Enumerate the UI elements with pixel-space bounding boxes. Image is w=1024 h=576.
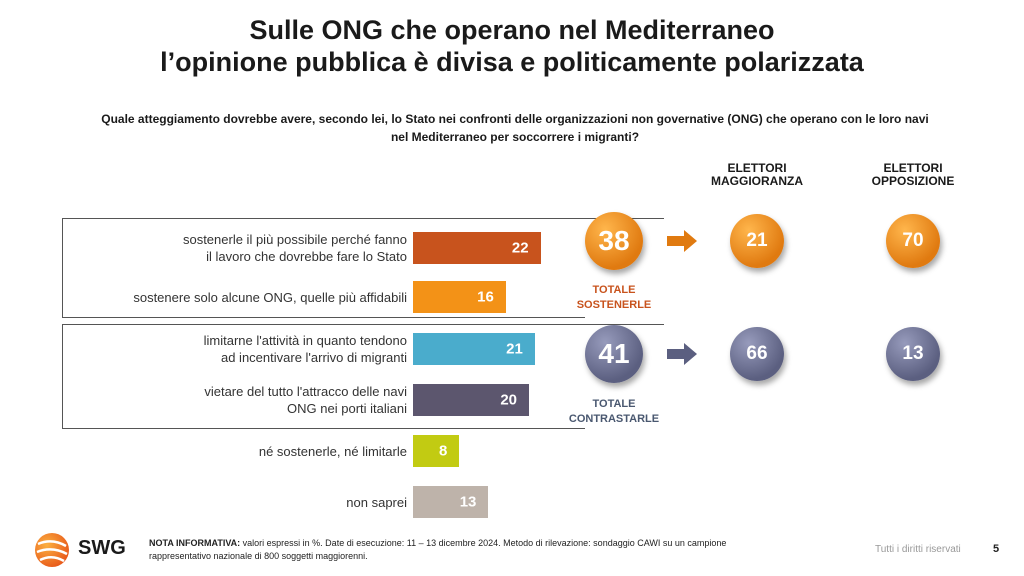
bar-value-label: 22 [511, 239, 529, 257]
bar-label-line: sostenerle il più possibile perché fanno [182, 232, 407, 247]
brand-logo: SWG [78, 537, 126, 559]
group-box-oppose [62, 324, 585, 429]
page-title: Sulle ONG che operano nel Mediterraneo l… [0, 14, 1024, 78]
total-label: TOTALE SOSTENERLE [554, 283, 674, 313]
bar-label-line: limitarne l'attività in quanto tendono [203, 333, 407, 348]
title-line-1: Sulle ONG che operano nel Mediterraneo [249, 15, 775, 45]
majority-circle: 21 [730, 214, 784, 268]
footnote-line-1: NOTA INFORMATIVA: valori espressi in %. … [149, 537, 839, 550]
bar-label: vietare del tutto l'attracco delle navi O… [204, 383, 407, 417]
footnote: NOTA INFORMATIVA: valori espressi in %. … [149, 537, 839, 563]
bar: 22 [413, 232, 541, 264]
bar-label: limitarne l'attività in quanto tendono ad… [204, 332, 407, 366]
column-header-opposition: ELETTORI OPPOSIZIONE [853, 162, 973, 188]
page-number: 5 [993, 543, 1000, 555]
column-header-majority-line-1: ELETTORI [727, 161, 787, 175]
footnote-label: NOTA INFORMATIVA: [149, 538, 241, 548]
column-header-opposition-line-2: OPPOSIZIONE [871, 174, 955, 188]
total-label-line: TOTALE [592, 284, 636, 296]
bar: 8 [413, 435, 460, 467]
bar: 13 [413, 486, 489, 518]
bar-label-line: vietare del tutto l'attracco delle navi [204, 384, 407, 399]
arrow-right-icon [667, 343, 697, 365]
group-box-oppose-extension [584, 324, 664, 325]
group-box-support [62, 218, 585, 318]
footnote-text: valori espressi in %. Date di esecuzione… [240, 538, 727, 548]
bar-value-label: 8 [439, 442, 448, 460]
total-label-line: SOSTENERLE [576, 299, 652, 311]
total-label: TOTALE CONTRASTARLE [554, 397, 674, 427]
bar-label-line: né sostenerle, né limitarle [258, 443, 407, 459]
question-line-2: nel Mediterraneo per soccorrere i migran… [390, 130, 640, 144]
swg-logo-icon [35, 533, 69, 567]
column-header-majority-line-2: MAGGIORANZA [711, 174, 803, 188]
title-line-2: l’opinione pubblica è divisa e politicam… [160, 47, 864, 77]
arrow-right-icon [667, 230, 697, 252]
opposition-circle: 13 [886, 327, 940, 381]
bar-label: né sostenerle, né limitarle [259, 443, 407, 460]
column-header-opposition-line-1: ELETTORI [883, 161, 943, 175]
question-line-1: Quale atteggiamento dovrebbe avere, seco… [101, 112, 929, 126]
bar: 20 [413, 384, 529, 416]
bar-label-line: ONG nei porti italiani [287, 401, 407, 416]
copyright-notice: Tutti i diritti riservati [875, 544, 961, 555]
bar-label: sostenere solo alcune ONG, quelle più af… [133, 289, 407, 306]
bar: 21 [413, 333, 535, 365]
total-label-line: TOTALE [592, 398, 636, 410]
footnote-line-2: rappresentativo nazionale di 800 soggett… [149, 551, 368, 561]
opposition-circle: 70 [886, 214, 940, 268]
bar-label-line: ad incentivare l'arrivo di migranti [220, 350, 407, 365]
total-circle: 41 [585, 325, 643, 383]
total-label-line: CONTRASTARLE [568, 413, 660, 425]
bar-value-label: 21 [506, 340, 523, 358]
bar-label-line: sostenere solo alcune ONG, quelle più af… [133, 289, 407, 305]
bar: 16 [413, 281, 506, 313]
survey-question: Quale atteggiamento dovrebbe avere, seco… [40, 110, 990, 146]
bar-label: non saprei [346, 494, 407, 511]
bar-label: sostenerle il più possibile perché fanno… [183, 231, 407, 265]
bar-value-label: 13 [459, 493, 477, 511]
bar-label-line: non saprei [346, 494, 407, 510]
total-circle: 38 [585, 212, 643, 270]
majority-circle: 66 [730, 327, 784, 381]
bar-value-label: 16 [477, 288, 494, 306]
column-header-majority: ELETTORI MAGGIORANZA [697, 162, 817, 188]
bar-value-label: 20 [500, 391, 517, 409]
bar-label-line: il lavoro che dovrebbe fare lo Stato [206, 249, 407, 264]
